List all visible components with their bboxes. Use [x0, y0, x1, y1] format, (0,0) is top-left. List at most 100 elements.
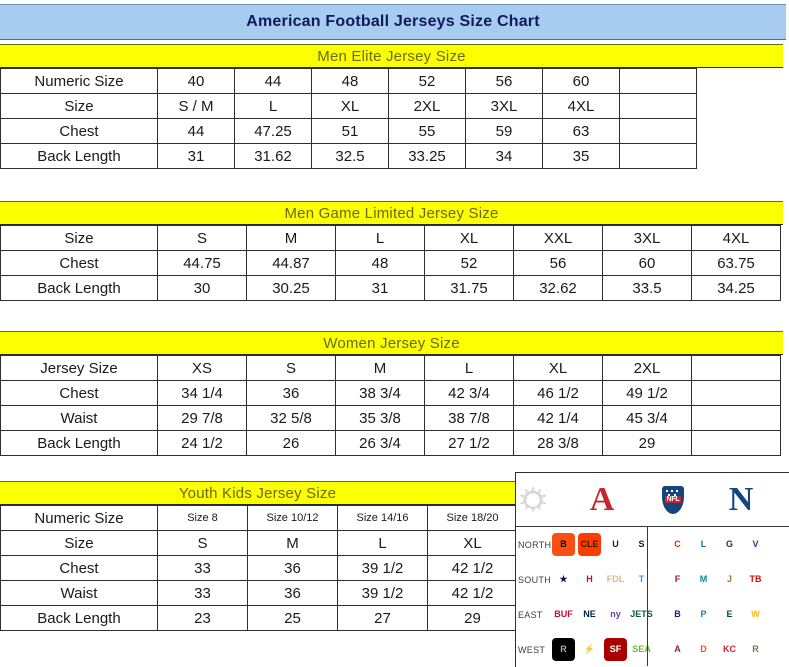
team-logo[interactable]: C: [666, 533, 689, 556]
team-logo[interactable]: KC: [718, 638, 741, 661]
team-logo[interactable]: P: [692, 603, 715, 626]
team-logo[interactable]: H: [578, 568, 601, 591]
team-logo[interactable]: ★: [552, 568, 575, 591]
team-logo[interactable]: D: [692, 638, 715, 661]
table-cell: L: [335, 225, 425, 251]
table-cell: 26: [246, 430, 336, 456]
table-cell: 44.87: [246, 250, 336, 276]
table-row: Back Length 24 1/2 26 26 3/4 27 1/2 28 3/8 29: [0, 430, 781, 456]
team-logo[interactable]: B: [552, 533, 575, 556]
team-logo[interactable]: R: [552, 638, 575, 661]
table-cell: Size 10/12: [247, 505, 338, 531]
table-cell-empty: [619, 93, 697, 119]
team-logo[interactable]: JETS: [630, 603, 653, 626]
team-logo[interactable]: V: [744, 533, 767, 556]
table-row: Size S M L XL: [0, 530, 518, 556]
table-row: Waist 33 36 39 1/2 42 1/2: [0, 580, 518, 606]
team-logo[interactable]: A: [666, 638, 689, 661]
table-cell: 28 3/8: [513, 430, 603, 456]
table-row: Jersey Size XS S M L XL 2XL: [0, 355, 781, 381]
table-row: Chest 33 36 39 1/2 42 1/2: [0, 555, 518, 581]
team-logo[interactable]: SF: [604, 638, 627, 661]
size-table-block: Men Game Limited Jersey Size Size S M L XL XXL…: [0, 201, 783, 301]
team-logo[interactable]: BUF: [552, 603, 575, 626]
row-label: Chest: [0, 118, 158, 144]
team-logo[interactable]: G: [718, 533, 741, 556]
table-cell: 29: [427, 605, 518, 631]
team-logo[interactable]: ny: [604, 603, 627, 626]
row-label: Waist: [0, 405, 158, 431]
table-row: Numeric Size Size 8 Size 10/12 Size 14/16 Si…: [0, 505, 518, 531]
table-row: Numeric Size 40 44 48 52 56 60: [0, 68, 697, 94]
table-cell: 42 1/4: [513, 405, 603, 431]
table-cell: 47.25: [234, 118, 312, 144]
team-logo[interactable]: U: [604, 533, 627, 556]
table-cell: Size 14/16: [337, 505, 428, 531]
size-table-block: Women Jersey Size Jersey Size XS S M L XL 2XL Ch…: [0, 331, 783, 456]
team-logo[interactable]: M: [692, 568, 715, 591]
table-cell: 45 3/4: [602, 405, 692, 431]
team-logo[interactable]: S: [630, 533, 653, 556]
row-label: Chest: [0, 250, 158, 276]
table-cell: 33.25: [388, 143, 466, 169]
table-cell: 42 1/2: [427, 555, 518, 581]
table-cell: 46 1/2: [513, 380, 603, 406]
table-cell: 63.75: [691, 250, 781, 276]
table-cell: 33: [157, 555, 248, 581]
table-cell: S / M: [157, 93, 235, 119]
table-cell: 32 5/8: [246, 405, 336, 431]
team-logo[interactable]: R: [744, 638, 767, 661]
table-cell: 56: [513, 250, 603, 276]
table-cell: 48: [311, 68, 389, 94]
table-row: Chest 44 47.25 51 55 59 63: [0, 118, 697, 144]
table-cell: XS: [157, 355, 247, 381]
section-header-text: Men Elite Jersey Size: [317, 47, 466, 65]
team-logo[interactable]: B: [666, 603, 689, 626]
table-cell: 33.5: [602, 275, 692, 301]
row-label: Size: [0, 225, 158, 251]
afc-team-group: R ⚡ SF SEA: [552, 638, 656, 661]
team-logo[interactable]: SEA: [630, 638, 653, 661]
table-cell: 42 3/4: [424, 380, 514, 406]
division-label: EAST: [518, 609, 543, 620]
table-cell: 44: [157, 118, 235, 144]
table-row: Back Length 30 30.25 31 31.75 32.62 33.5 34.25: [0, 275, 781, 301]
table-row: Chest 44.75 44.87 48 52 56 60 63.75: [0, 250, 781, 276]
team-logo[interactable]: CLE: [578, 533, 601, 556]
table-cell: M: [246, 225, 336, 251]
section-header-text: Women Jersey Size: [323, 334, 460, 352]
table-cell: 4XL: [542, 93, 620, 119]
table-cell: 55: [388, 118, 466, 144]
table-cell: 44.75: [157, 250, 247, 276]
conference-divider: [647, 527, 648, 666]
table-cell: XXL: [513, 225, 603, 251]
table-cell-empty: [691, 355, 781, 381]
nfc-team-group: F M J TB: [666, 568, 786, 591]
afc-team-group: BUF NE ny JETS: [552, 603, 656, 626]
team-logo[interactable]: FDL: [604, 568, 627, 591]
team-logo[interactable]: E: [718, 603, 741, 626]
team-logo[interactable]: F: [666, 568, 689, 591]
table-row: Chest 34 1/4 36 38 3/4 42 3/4 46 1/2 49 1/2: [0, 380, 781, 406]
table-cell: Size 8: [157, 505, 248, 531]
team-logo[interactable]: T: [630, 568, 653, 591]
table-cell: S: [157, 225, 247, 251]
table-cell: S: [157, 530, 248, 556]
team-logo[interactable]: L: [692, 533, 715, 556]
team-logo[interactable]: J: [718, 568, 741, 591]
team-logo[interactable]: W: [744, 603, 767, 626]
table-cell: 52: [388, 68, 466, 94]
row-label: Back Length: [0, 143, 158, 169]
row-label: Jersey Size: [0, 355, 158, 381]
nfl-shield-icon: NFL: [662, 485, 684, 514]
sunburst-icon: [520, 486, 546, 513]
table-cell: XL: [311, 93, 389, 119]
team-logo[interactable]: NE: [578, 603, 601, 626]
section-header-band: Youth Kids Jersey Size: [0, 481, 515, 505]
table-cell: 39 1/2: [337, 555, 428, 581]
table-cell: 3XL: [465, 93, 543, 119]
team-logo[interactable]: TB: [744, 568, 767, 591]
team-logo[interactable]: ⚡: [578, 638, 601, 661]
